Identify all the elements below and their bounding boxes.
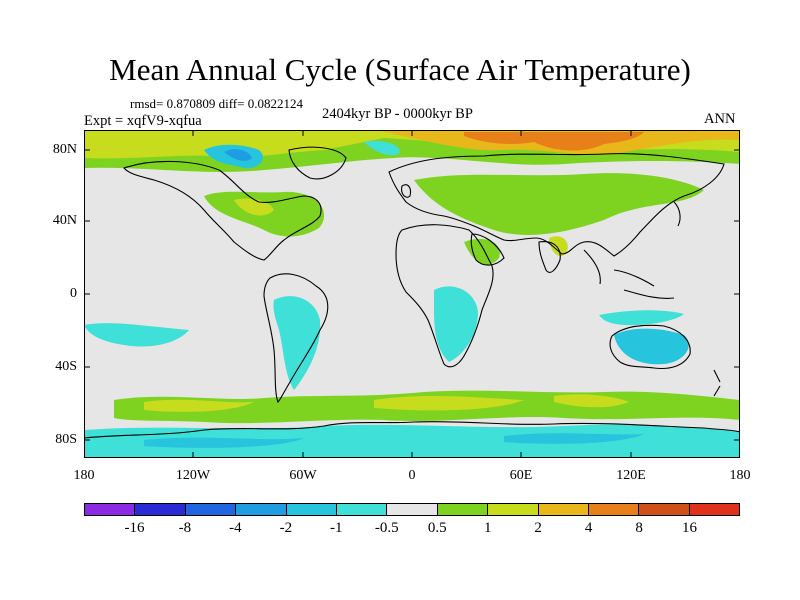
pacific-cool — [84, 323, 189, 347]
australia-coast — [609, 324, 691, 370]
colorbar-label: -2 — [279, 520, 293, 536]
new-zealand-coast — [713, 369, 721, 397]
anomaly-shading — [84, 130, 740, 458]
southeast-asia-coast — [583, 249, 675, 299]
barents-cool — [364, 140, 400, 156]
y-tick-label: 80S — [55, 432, 77, 447]
colorbar-box — [286, 504, 337, 515]
arabia-coast — [470, 233, 505, 266]
y-tick-label: 40S — [55, 359, 77, 374]
eurasia-warm — [414, 173, 704, 235]
temperature-difference-map — [84, 130, 740, 458]
experiment-label: Expt = xqfV9-xqfua — [84, 113, 202, 129]
colorbar-label: 16 — [682, 520, 698, 536]
antarctica-coast — [84, 421, 740, 439]
colorbar — [84, 503, 740, 516]
canada-cool-patch — [224, 149, 252, 161]
india-coast — [538, 241, 561, 273]
colorbar-label: -4 — [229, 520, 242, 536]
colorbar-box — [488, 504, 539, 515]
rmsd-diff-stats: rmsd= 0.870809 diff= 0.0822124 — [130, 96, 303, 111]
colorbar-box — [236, 504, 287, 515]
colorbar-box — [135, 504, 186, 515]
x-tick-label: 120E — [616, 468, 646, 483]
colorbar-label: -16 — [124, 520, 145, 536]
australia-cool — [614, 328, 689, 365]
x-tick-label: 180 — [73, 468, 95, 483]
map-title: Mean Annual Cycle (Surface Air Temperatu… — [109, 52, 691, 87]
north-america-coast — [123, 160, 322, 261]
axis-ticks — [84, 130, 740, 458]
south-america-coast — [263, 273, 329, 403]
arabia-warm — [464, 238, 500, 265]
japan-coast — [673, 201, 681, 227]
colorbar-box — [85, 504, 136, 515]
x-tick-label: 60E — [509, 468, 533, 483]
x-tick-label: 120W — [175, 468, 211, 483]
x-tick-label: 180 — [729, 468, 751, 483]
colorbar-label: -1 — [330, 520, 343, 536]
colorbar-label: -8 — [178, 520, 192, 536]
colorbar-label: 0.5 — [427, 520, 447, 536]
season-label: ANN — [704, 111, 736, 127]
colorbar-box — [336, 504, 388, 515]
x-tick-label: 60W — [289, 468, 317, 483]
y-tick-label: 0 — [70, 286, 77, 301]
colorbar-box — [639, 504, 690, 515]
antarctic-cool — [84, 424, 740, 458]
colorbar-box — [437, 504, 489, 515]
colorbar-box — [689, 504, 740, 515]
colorbar-label: 1 — [483, 520, 492, 536]
uk-coast — [401, 184, 412, 198]
siberia-strong — [464, 132, 644, 151]
coastlines — [84, 146, 740, 439]
antarctic-cool-strong — [144, 433, 644, 448]
south-america-cool — [273, 296, 321, 390]
africa-coast — [395, 224, 494, 368]
period-label: 2404kyr BP - 0000kyr BP — [322, 106, 473, 122]
colorbar-label: 4 — [584, 520, 593, 536]
colorbar-box — [538, 504, 589, 515]
eurasia-coast — [388, 153, 725, 257]
x-tick-label: 0 — [408, 468, 416, 483]
indian-ocean-cool — [599, 310, 684, 326]
india-warm — [549, 236, 568, 257]
colorbar-box — [588, 504, 640, 515]
southern-ocean-yellow — [144, 394, 629, 412]
colorbar-box — [185, 504, 237, 515]
colorbar-label: 8 — [635, 520, 643, 536]
y-tick-label: 40N — [52, 213, 77, 228]
colorbar-box — [387, 504, 438, 515]
africa-cool — [434, 286, 478, 362]
greenland-coast — [288, 146, 347, 180]
colorbar-label: -0.5 — [374, 520, 399, 536]
y-tick-label: 80N — [52, 142, 77, 157]
colorbar-label: 2 — [534, 520, 542, 536]
